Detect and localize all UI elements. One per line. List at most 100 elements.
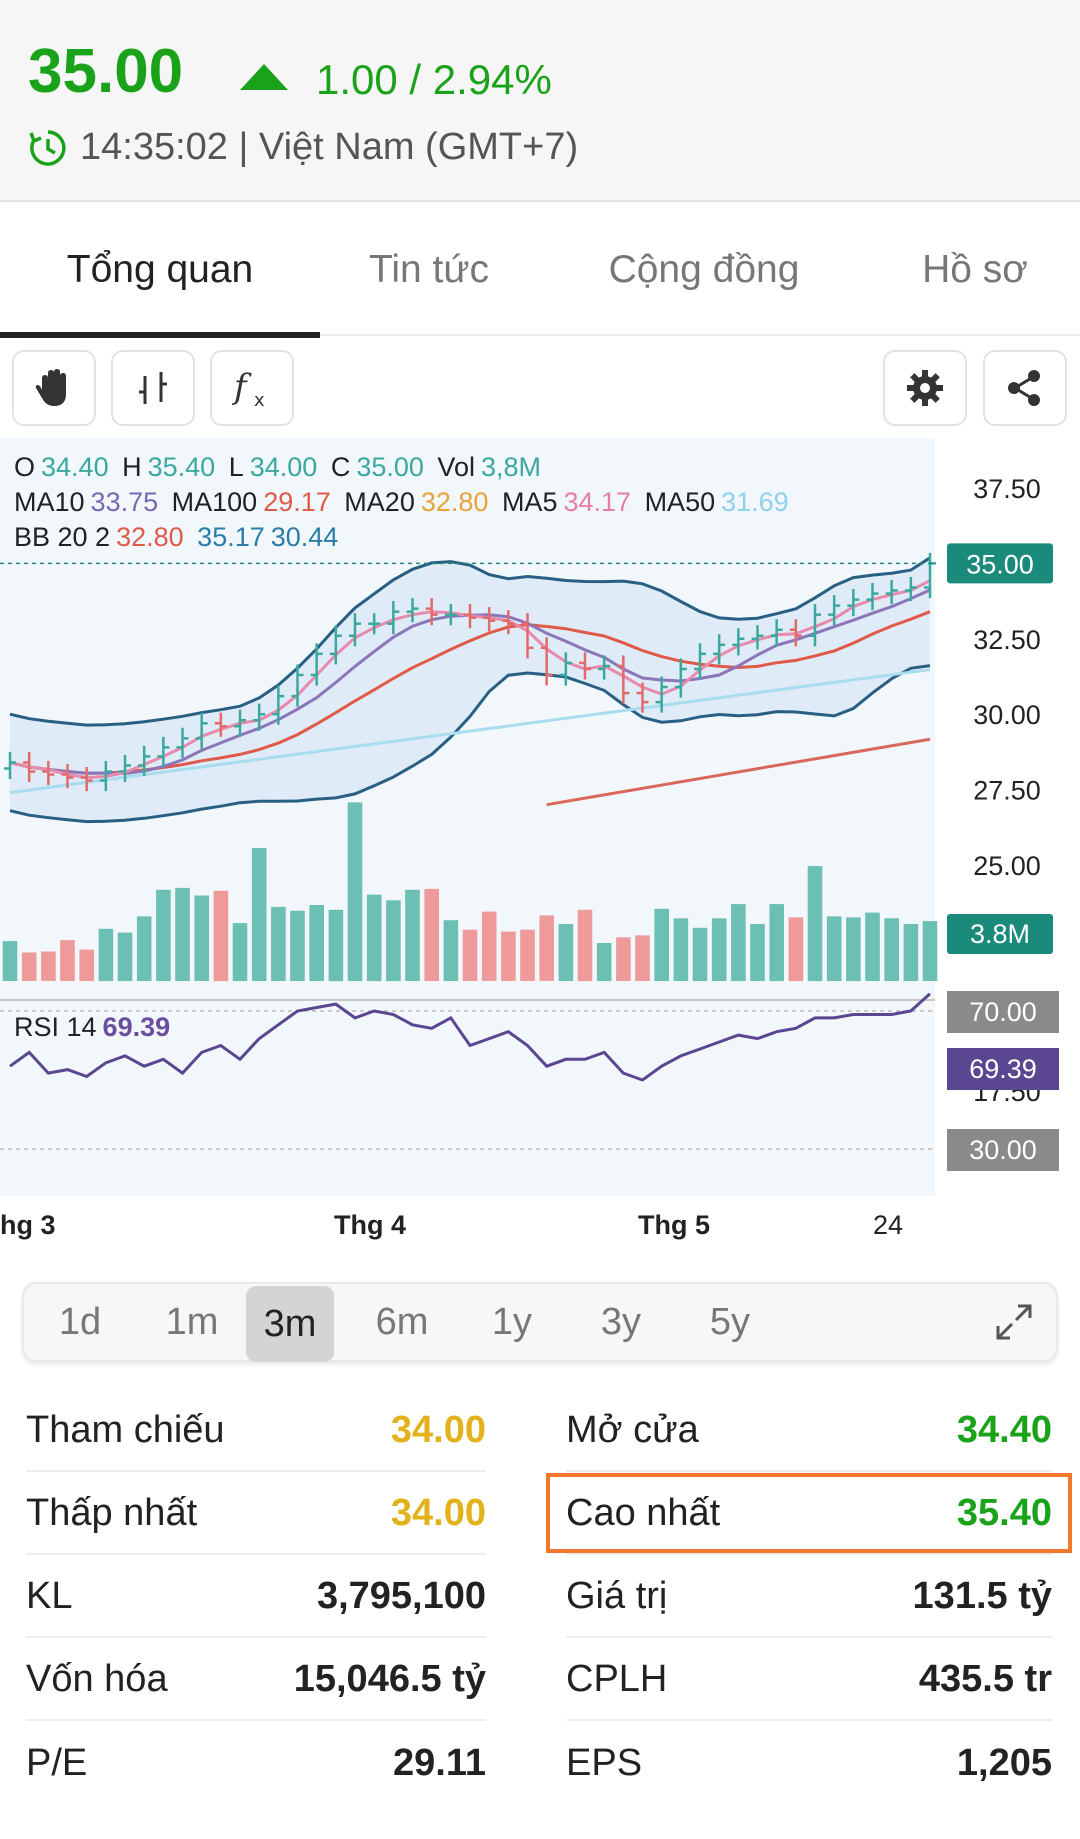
- stock-chart[interactable]: 37.50 32.50 30.00 27.50 25.00 35.00 3.8M 17.50…: [0, 438, 1080, 1268]
- ohlc-legend: O 34.40 H 35.40 L 34.00 C 35.00 Vol 3,8M: [14, 452, 547, 483]
- period-1d[interactable]: 1d: [58, 1300, 102, 1343]
- rsi-upper-badge-text: 70.00: [969, 997, 1037, 1027]
- open-label: O: [14, 452, 36, 482]
- stat-value: 1,205: [956, 1741, 1052, 1784]
- volume-bar: [788, 917, 804, 982]
- tab-news[interactable]: Tin tức: [368, 248, 489, 291]
- ma20-label: MA20: [344, 487, 415, 517]
- last-price-badge: [947, 543, 1053, 584]
- current-price: 35.00: [28, 37, 184, 106]
- price-change-value: 1.00 / 2.94%: [316, 56, 552, 103]
- volume-bar: [98, 928, 114, 982]
- ma100-line: [546, 737, 931, 807]
- volume-bar: [136, 916, 152, 981]
- volume-bar: [731, 904, 746, 982]
- update-time: 14:35:02 | Việt Nam (GMT+7): [28, 126, 578, 169]
- stat-label: Vốn hóa: [26, 1657, 168, 1700]
- rsi-value-badge-text: 69.39: [969, 1054, 1037, 1084]
- stat-label: KL: [26, 1574, 73, 1617]
- bb-lower-line: [9, 664, 931, 824]
- close-value: 35.00: [356, 452, 424, 482]
- tab-community[interactable]: Cộng đồng: [608, 248, 800, 291]
- stat-label: Mở cửa: [566, 1408, 699, 1451]
- volume-bar: [405, 889, 420, 981]
- close-label: C: [330, 452, 351, 482]
- stat-value: 35.40: [956, 1491, 1052, 1534]
- price-tick-label: 27.50: [973, 776, 1041, 806]
- rsi-lower-badge-text: 30.00: [969, 1135, 1037, 1165]
- rsi-value-badge: [947, 1048, 1059, 1090]
- tab-overview[interactable]: Tổng quan: [0, 204, 320, 338]
- period-3y[interactable]: 3y: [600, 1300, 642, 1343]
- time-axis: hg 3 Thg 4 Thg 5 24: [0, 1210, 1080, 1250]
- volume-bar: [271, 906, 286, 981]
- volume-badge-text: 3.8M: [970, 919, 1030, 949]
- stat-value: 34.00: [390, 1408, 486, 1451]
- indicator-button[interactable]: f x: [210, 350, 294, 426]
- high-value: 35.40: [147, 452, 216, 482]
- volume-bar: [251, 848, 267, 981]
- hand-icon: [35, 369, 66, 406]
- volume-bar: [558, 924, 574, 981]
- volume-bar: [520, 929, 535, 981]
- stat-row: Cao nhất 35.40: [566, 1473, 1052, 1555]
- chart-toolbar: f x: [0, 346, 1080, 438]
- update-time-text: 14:35:02 | Việt Nam (GMT+7): [80, 126, 579, 168]
- settings-button[interactable]: [883, 350, 967, 426]
- volume-bar: [616, 937, 631, 981]
- volume-bar: [654, 908, 669, 981]
- share-button[interactable]: [983, 350, 1067, 426]
- last-price-badge-text: 35.00: [966, 549, 1034, 579]
- period-selector: 1d 1m 3m 6m 1y 3y 5y: [22, 1282, 1058, 1362]
- ma10-label: MA10: [14, 487, 85, 517]
- period-3m[interactable]: 3m: [246, 1286, 334, 1362]
- rsi-line: [9, 992, 932, 1082]
- vol-value: 3,8M: [480, 452, 541, 482]
- volume-bar: [922, 921, 938, 981]
- volume-bar: [194, 895, 209, 981]
- period-6m[interactable]: 6m: [375, 1300, 429, 1343]
- ma5-label: MA5: [501, 487, 558, 517]
- volume-bar: [769, 904, 784, 982]
- ma50-line: [9, 668, 931, 795]
- volume-bar: [826, 916, 842, 981]
- stat-row: Tham chiếu 34.00: [26, 1390, 486, 1472]
- ma10-value: 33.75: [90, 487, 159, 517]
- period-1m[interactable]: 1m: [165, 1300, 219, 1343]
- svg-text:f: f: [231, 367, 252, 407]
- tab-profile[interactable]: Hồ sơ: [922, 248, 1028, 291]
- stat-row: P/E 29.11: [26, 1722, 486, 1804]
- stat-value: 34.00: [390, 1491, 486, 1534]
- stat-row: KL 3,795,100: [26, 1556, 486, 1638]
- high-label: H: [122, 452, 142, 482]
- ma5-value: 34.17: [563, 487, 632, 517]
- rsi-label: RSI 14: [14, 1012, 97, 1042]
- volume-bar: [711, 918, 727, 981]
- stat-row: CPLH 435.5 tr: [566, 1639, 1052, 1721]
- expand-icon[interactable]: [994, 1302, 1034, 1342]
- stat-value: 131.5 tỷ: [912, 1574, 1052, 1617]
- open-value: 34.40: [41, 452, 109, 482]
- price-tick-label: 25.00: [973, 851, 1041, 881]
- stat-label: P/E: [26, 1741, 88, 1784]
- volume-bar: [79, 949, 94, 981]
- volume-bar: [328, 909, 344, 982]
- period-1y[interactable]: 1y: [491, 1300, 533, 1343]
- compare-button[interactable]: [111, 350, 195, 426]
- stat-row: EPS 1,205: [566, 1722, 1052, 1804]
- bb-upper-line: [9, 556, 931, 727]
- bb-mid-value: 32.80: [116, 522, 184, 552]
- volume-bar: [366, 894, 382, 982]
- rsi-upper-badge: [947, 991, 1059, 1033]
- volume-badge: [947, 914, 1053, 954]
- volume-bar: [424, 888, 439, 981]
- ma50-label: MA50: [644, 487, 716, 517]
- x-label-may: Thg 5: [638, 1210, 710, 1240]
- ma20-value: 32.80: [420, 487, 489, 517]
- stat-label: Giá trị: [566, 1574, 668, 1617]
- volume-bar: [21, 952, 37, 981]
- pan-button[interactable]: [12, 350, 96, 426]
- bb-label: BB 20 2: [14, 522, 111, 552]
- period-5y[interactable]: 5y: [709, 1300, 751, 1343]
